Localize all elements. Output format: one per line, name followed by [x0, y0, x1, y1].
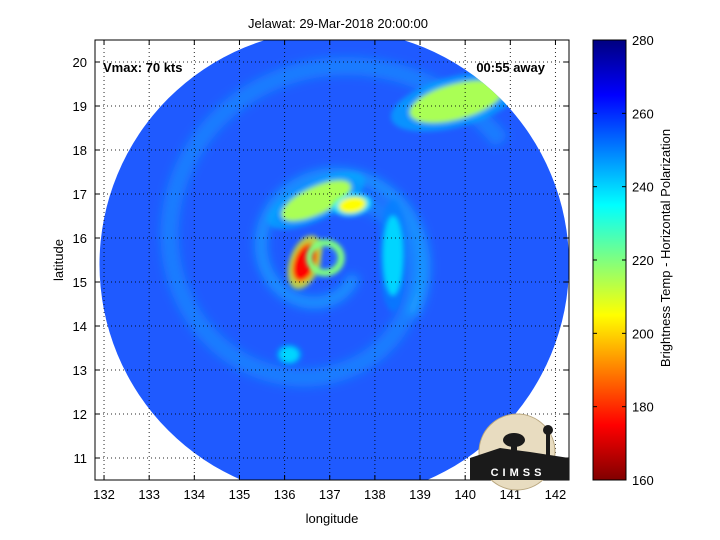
colorbar-label: Brightness Temp - Horizontal Polarizatio…: [658, 129, 673, 367]
y-tick-label: 18: [73, 143, 87, 158]
feature-layer: [267, 71, 522, 366]
plot-border: [94, 39, 570, 481]
feature-band-spot-northeast: [332, 193, 372, 217]
y-tick-label: 17: [73, 187, 87, 202]
y-tick-label: 15: [73, 275, 87, 290]
colorbar-tick-label: 160: [632, 473, 654, 488]
feature-band-east: [378, 199, 407, 312]
x-tick-label: 133: [138, 487, 160, 502]
colorbar-tick-label: 180: [632, 400, 654, 415]
x-tick-label: 135: [229, 487, 251, 502]
colorbar-tick-label: 280: [632, 33, 654, 48]
y-tick-label: 16: [73, 231, 87, 246]
x-tick-label: 134: [183, 487, 205, 502]
x-tick-label: 132: [93, 487, 115, 502]
y-tick-label: 20: [73, 55, 87, 70]
x-tick-label: 137: [319, 487, 341, 502]
y-tick-label: 13: [73, 363, 87, 378]
y-tick-labels: 11 12 13 14 15 16 17 18 19 20: [73, 55, 87, 466]
y-tick-label: 19: [73, 99, 87, 114]
feature-eyewall-ring: [305, 239, 345, 277]
colorbar-tick-label: 220: [632, 253, 654, 268]
colorbar-ticks: 280 260 240 220 200 180 160: [593, 33, 654, 488]
time-away-annotation: 00:55 away: [476, 60, 545, 75]
x-tick-label: 142: [545, 487, 567, 502]
x-tick-label: 141: [499, 487, 521, 502]
mid-band: [255, 167, 431, 318]
x-tick-label: 136: [274, 487, 296, 502]
feature-inner-band-north: [267, 171, 366, 230]
y-tick-label: 12: [73, 407, 87, 422]
colorbar-tick-label: 240: [632, 180, 654, 195]
colorbar-tick-label: 260: [632, 106, 654, 121]
y-axis-label: latitude: [51, 239, 66, 281]
x-tick-labels: 132 133 134 135 136 137 138 139 140 141 142: [93, 487, 566, 502]
y-tick-label: 11: [74, 451, 88, 466]
x-tick-label: 138: [364, 487, 386, 502]
x-axis-label: longitude: [306, 511, 359, 526]
vmax-annotation: Vmax: 70 kts: [103, 60, 183, 75]
cimss-logo: CIMSS: [470, 413, 569, 491]
x-tick-label: 139: [409, 487, 431, 502]
grid-lines: [95, 40, 569, 480]
colorbar-tick-label: 200: [632, 326, 654, 341]
y-tick-label: 14: [73, 319, 87, 334]
feature-spot-southwest: [275, 343, 304, 366]
cimss-logo-text: CIMSS: [491, 467, 546, 479]
chart-title: Jelawat: 29-Mar-2018 20:00:00: [248, 16, 428, 31]
plot-content: [95, 40, 569, 480]
colorbar: [592, 39, 627, 481]
x-tick-label: 140: [454, 487, 476, 502]
